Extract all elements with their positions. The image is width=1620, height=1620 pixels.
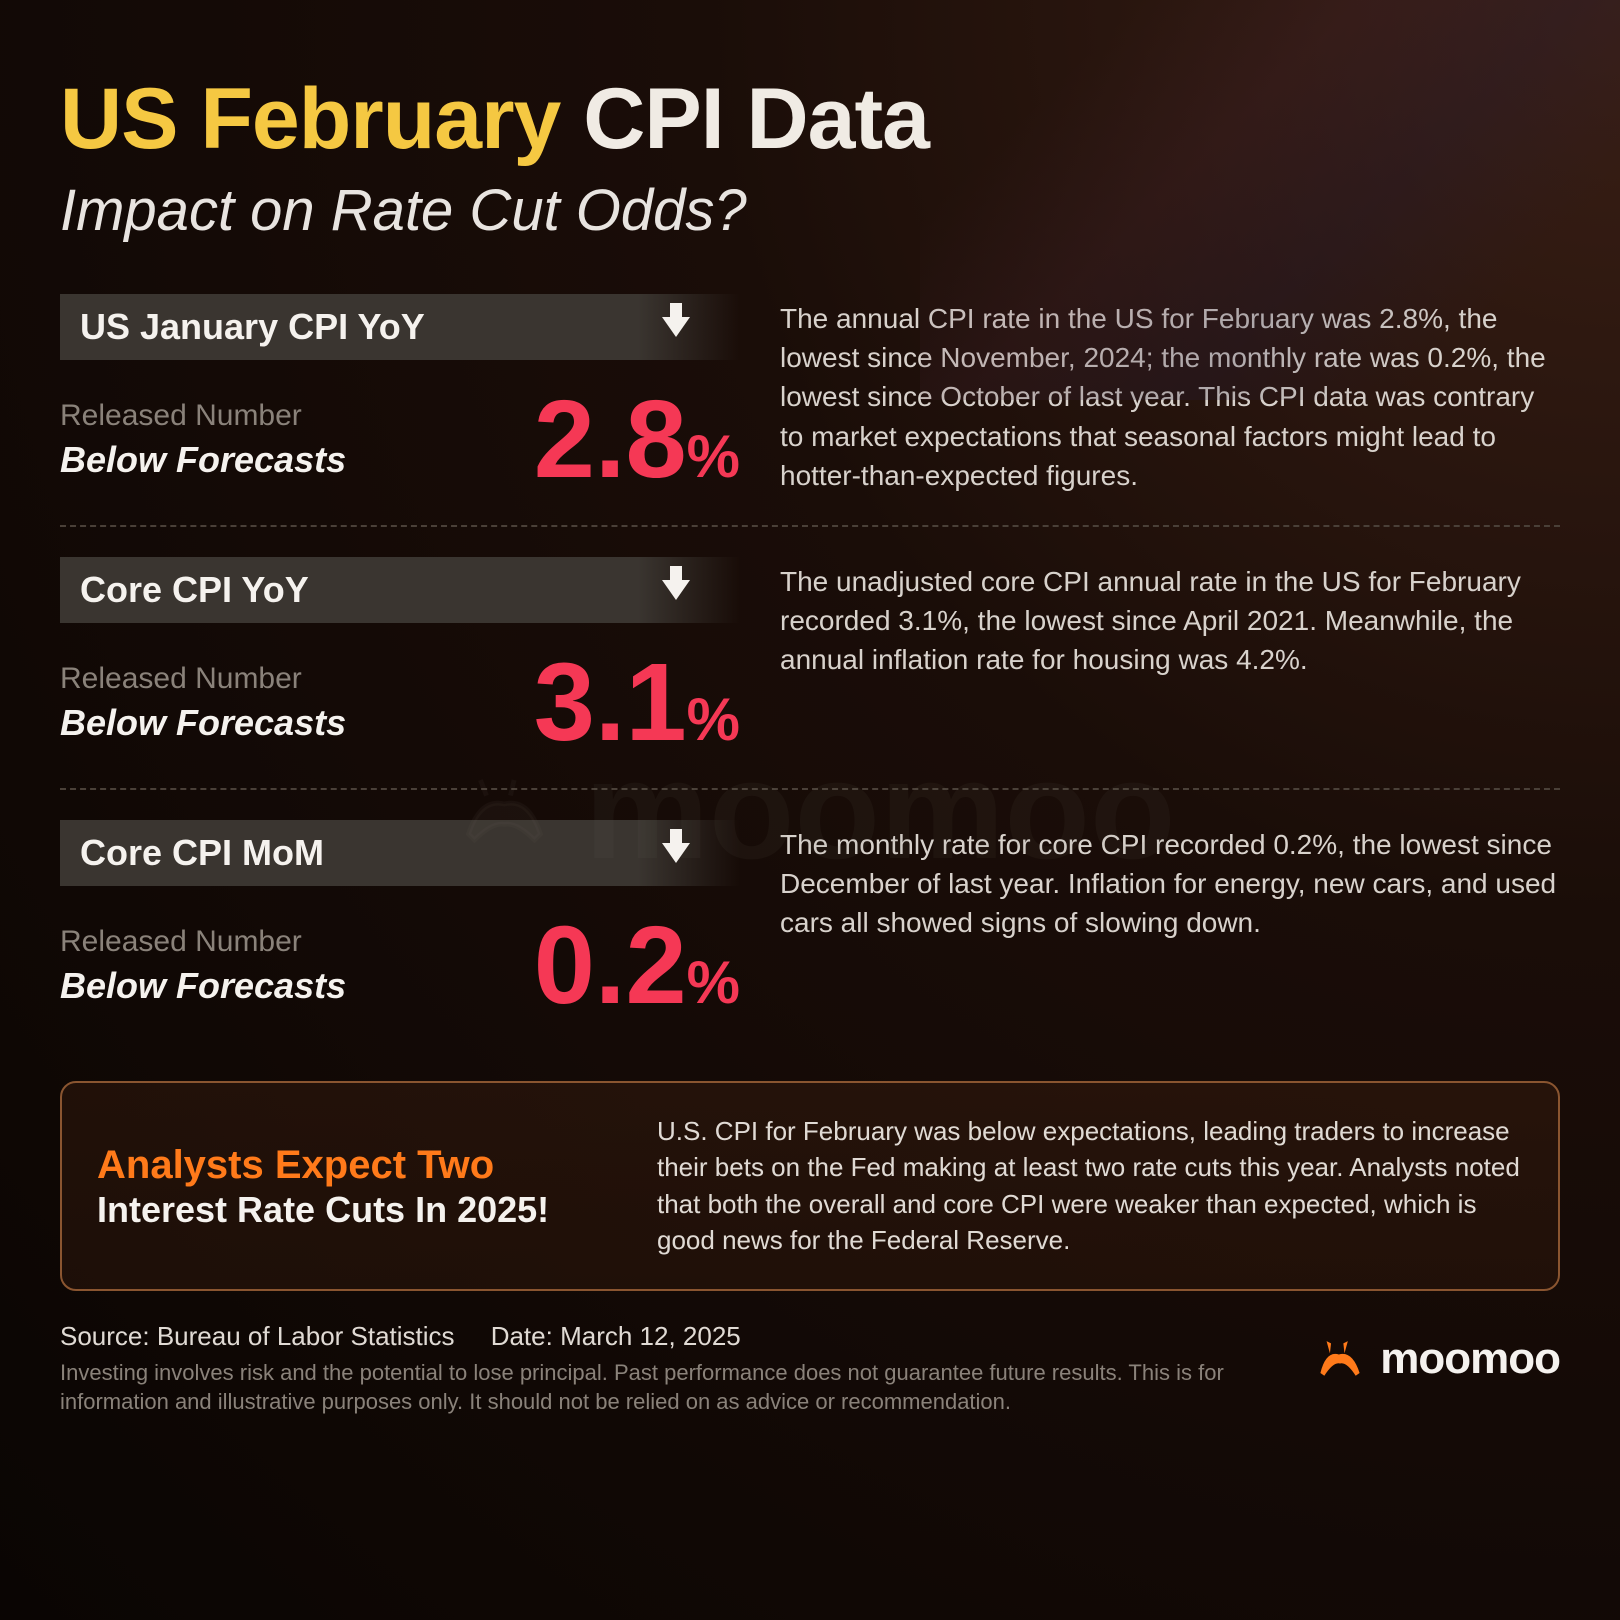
title-accent: US February bbox=[60, 71, 560, 167]
arrow-down-icon bbox=[662, 580, 690, 600]
value-unit: % bbox=[687, 686, 740, 753]
arrow-down-icon bbox=[662, 317, 690, 337]
callout-body: U.S. CPI for February was below expectat… bbox=[657, 1113, 1523, 1259]
forecast-status: Below Forecasts bbox=[60, 702, 346, 744]
released-block: Released Number Below Forecasts bbox=[60, 925, 346, 1007]
released-block: Released Number Below Forecasts bbox=[60, 399, 346, 481]
brand-name: moomoo bbox=[1380, 1334, 1560, 1384]
forecast-status: Below Forecasts bbox=[60, 439, 346, 481]
metric-label: US January CPI YoY bbox=[80, 306, 425, 348]
flag-background bbox=[920, 0, 1620, 400]
metric-description: The unadjusted core CPI annual rate in t… bbox=[780, 557, 1560, 758]
metric-row: Core CPI MoM Released Number Below Forec… bbox=[60, 820, 1560, 1051]
value-unit: % bbox=[687, 949, 740, 1016]
callout-title: Analysts Expect Two bbox=[97, 1141, 617, 1189]
callout-box: Analysts Expect Two Interest Rate Cuts I… bbox=[60, 1081, 1560, 1291]
metric-left-panel: Core CPI MoM Released Number Below Forec… bbox=[60, 820, 740, 1021]
source-line: Source: Bureau of Labor Statistics Date:… bbox=[60, 1321, 1272, 1352]
metric-label: Core CPI MoM bbox=[80, 832, 324, 874]
source-label: Source: bbox=[60, 1321, 150, 1351]
footer-text: Source: Bureau of Labor Statistics Date:… bbox=[60, 1321, 1272, 1417]
source-value: Bureau of Labor Statistics bbox=[157, 1321, 455, 1351]
arrow-down-icon bbox=[662, 843, 690, 863]
metric-header: Core CPI YoY bbox=[60, 557, 740, 623]
released-label: Released Number bbox=[60, 662, 346, 696]
released-label: Released Number bbox=[60, 399, 346, 433]
value-number: 0.2 bbox=[534, 904, 687, 1027]
metric-body: Released Number Below Forecasts 0.2% bbox=[60, 911, 740, 1021]
value-number: 3.1 bbox=[534, 641, 687, 764]
disclaimer: Investing involves risk and the potentia… bbox=[60, 1358, 1272, 1417]
metric-value: 3.1% bbox=[534, 648, 740, 758]
metric-value: 0.2% bbox=[534, 911, 740, 1021]
title-main-text: CPI Data bbox=[583, 71, 929, 167]
released-block: Released Number Below Forecasts bbox=[60, 662, 346, 744]
value-number: 2.8 bbox=[534, 378, 687, 501]
date-value: March 12, 2025 bbox=[560, 1321, 741, 1351]
forecast-status: Below Forecasts bbox=[60, 965, 346, 1007]
brand-logo: moomoo bbox=[1312, 1331, 1560, 1387]
metric-header: US January CPI YoY bbox=[60, 294, 740, 360]
callout-subtitle: Interest Rate Cuts In 2025! bbox=[97, 1189, 617, 1231]
metric-header: Core CPI MoM bbox=[60, 820, 740, 886]
metric-value: 2.8% bbox=[534, 385, 740, 495]
moomoo-icon bbox=[1312, 1331, 1368, 1387]
footer: Source: Bureau of Labor Statistics Date:… bbox=[60, 1321, 1560, 1417]
callout-heading: Analysts Expect Two Interest Rate Cuts I… bbox=[97, 1141, 617, 1231]
date-label: Date: bbox=[491, 1321, 553, 1351]
metric-description: The monthly rate for core CPI recorded 0… bbox=[780, 820, 1560, 1021]
metric-left-panel: Core CPI YoY Released Number Below Forec… bbox=[60, 557, 740, 758]
metric-left-panel: US January CPI YoY Released Number Below… bbox=[60, 294, 740, 495]
metric-label: Core CPI YoY bbox=[80, 569, 309, 611]
metric-body: Released Number Below Forecasts 2.8% bbox=[60, 385, 740, 495]
value-unit: % bbox=[687, 423, 740, 490]
released-label: Released Number bbox=[60, 925, 346, 959]
metric-row: Core CPI YoY Released Number Below Forec… bbox=[60, 557, 1560, 790]
metric-body: Released Number Below Forecasts 3.1% bbox=[60, 648, 740, 758]
